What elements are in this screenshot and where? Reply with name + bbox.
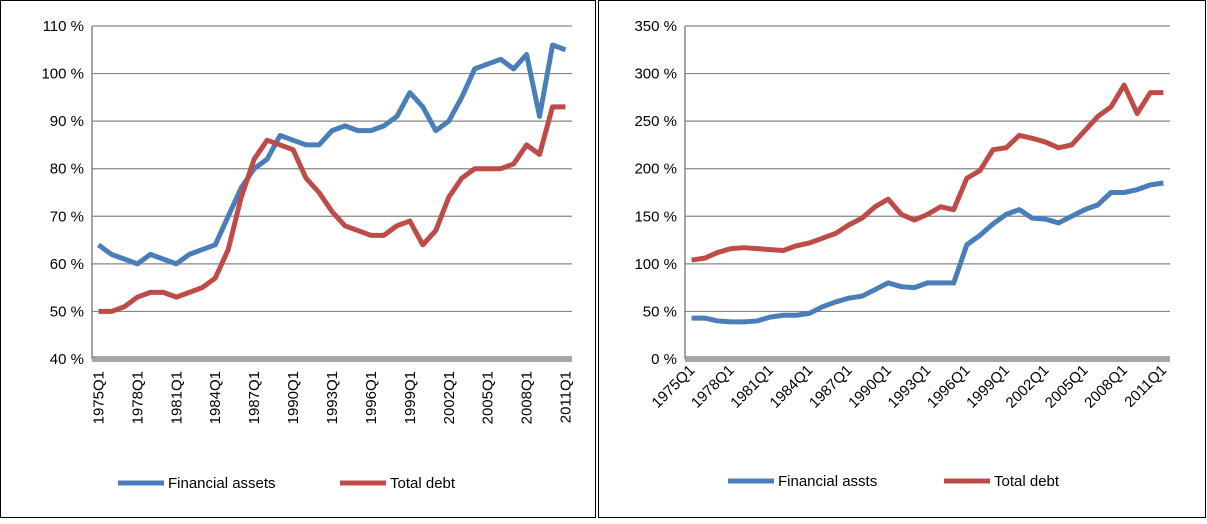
y-tick-label: 50 % bbox=[50, 303, 84, 320]
x-tick-label: 1987Q1 bbox=[246, 371, 263, 424]
series-line bbox=[98, 104, 566, 314]
x-tick-label: 1990Q1 bbox=[285, 371, 302, 424]
y-tick-label: 150 % bbox=[634, 208, 677, 225]
y-tick-label: 80 % bbox=[50, 161, 84, 178]
y-tick-label: 90 % bbox=[50, 113, 84, 130]
series-line bbox=[691, 82, 1164, 263]
y-tick-label: 0 % bbox=[651, 351, 677, 368]
legend-label: Financial assets bbox=[168, 475, 276, 492]
x-tick-label: 2002Q1 bbox=[441, 371, 458, 424]
legend-label: Total debt bbox=[390, 475, 456, 492]
y-tick-label: 40 % bbox=[50, 351, 84, 368]
y-tick-label: 70 % bbox=[50, 208, 84, 225]
x-tick-label: 2008Q1 bbox=[519, 371, 536, 424]
y-tick-label: 300 % bbox=[634, 66, 677, 83]
y-tick-label: 60 % bbox=[50, 256, 84, 273]
chart-panel bbox=[598, 0, 1206, 518]
y-tick-label: 250 % bbox=[634, 113, 677, 130]
chart-panel bbox=[0, 0, 596, 518]
x-tick-label: 1978Q1 bbox=[129, 371, 146, 424]
legend-label: Financial assts bbox=[778, 473, 877, 490]
y-tick-label: 350 % bbox=[634, 18, 677, 35]
y-tick-label: 100 % bbox=[41, 66, 84, 83]
x-tick-label: 1993Q1 bbox=[324, 371, 341, 424]
x-tick-label: 1981Q1 bbox=[168, 371, 185, 424]
y-tick-label: 100 % bbox=[634, 256, 677, 273]
legend-label: Total debt bbox=[994, 473, 1060, 490]
x-tick-label: 2011Q1 bbox=[558, 371, 575, 423]
x-tick-label: 1975Q1 bbox=[90, 371, 107, 424]
y-tick-label: 200 % bbox=[634, 161, 677, 178]
y-tick-label: 110 % bbox=[43, 18, 84, 35]
x-tick-label: 1996Q1 bbox=[363, 371, 380, 424]
x-tick-label: 1999Q1 bbox=[402, 371, 419, 424]
series-line bbox=[97, 42, 567, 267]
series-line bbox=[691, 180, 1164, 325]
x-tick-label: 2005Q1 bbox=[480, 371, 497, 424]
y-tick-label: 50 % bbox=[643, 303, 677, 320]
x-tick-label: 1984Q1 bbox=[207, 371, 224, 424]
